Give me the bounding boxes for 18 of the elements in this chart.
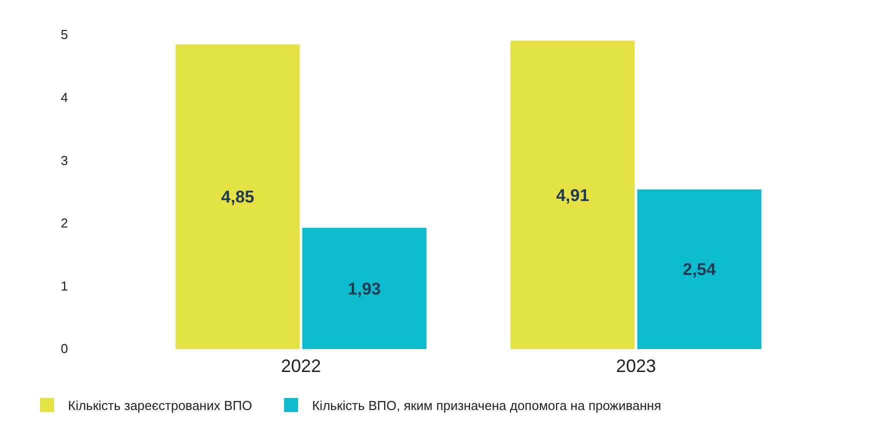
legend-label: Кількість зареєстрованих ВПО: [68, 398, 252, 413]
data-label: 1,93: [348, 279, 381, 298]
bar: [510, 40, 635, 349]
x-tick-label: 2022: [281, 356, 322, 376]
bar: [176, 44, 300, 349]
y-tick-label: 0: [60, 341, 68, 356]
data-label: 2,54: [682, 260, 716, 280]
x-tick-label: 2023: [616, 356, 656, 376]
y-tick-label: 4: [60, 90, 68, 105]
y-tick-label: 3: [60, 152, 68, 168]
y-tick-label: 5: [60, 27, 68, 42]
legend-label: Кількість ВПО, яким призначена допомога на проживання: [312, 398, 662, 413]
bar: [302, 228, 426, 349]
y-tick-label: 1: [60, 278, 68, 294]
data-label: 4,85: [221, 188, 254, 207]
data-label: 4,91: [556, 186, 590, 205]
bar: [637, 189, 762, 349]
y-tick-label: 2: [60, 216, 68, 231]
